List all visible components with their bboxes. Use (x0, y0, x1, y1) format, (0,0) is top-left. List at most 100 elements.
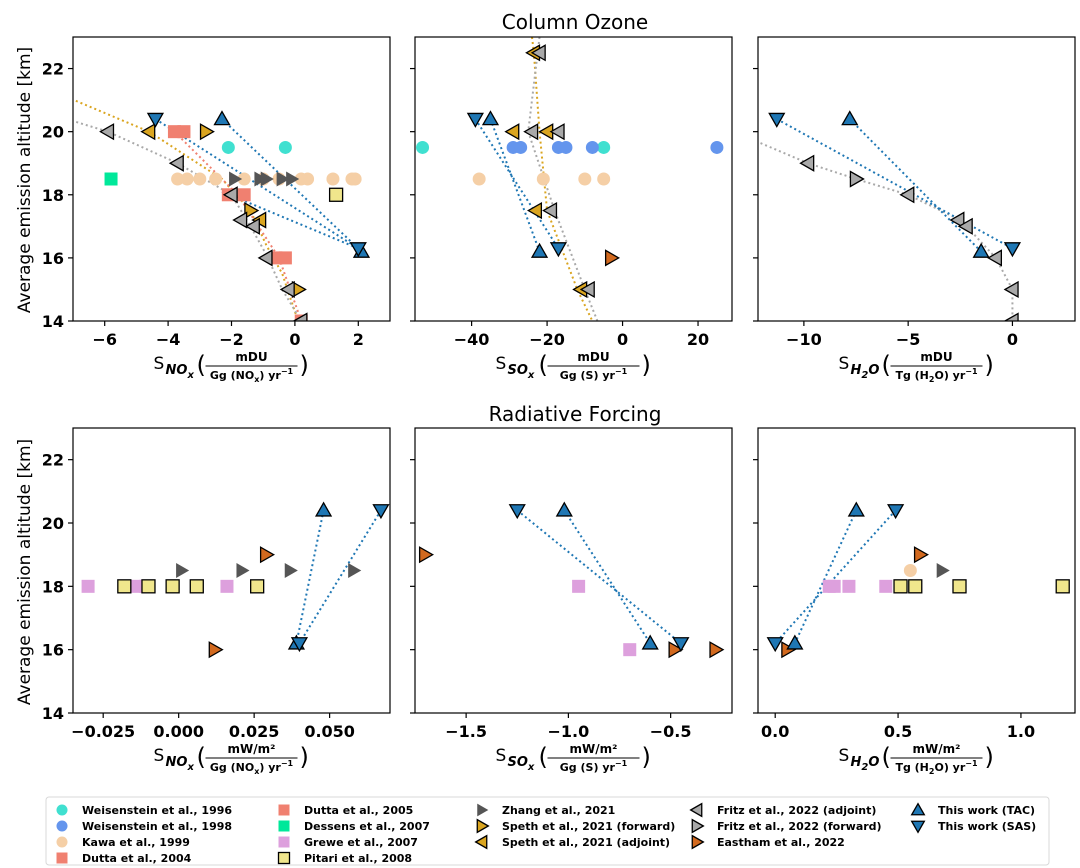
markers (766, 501, 1070, 659)
point-pitari-et-al-2008 (952, 579, 967, 594)
legend-marker (910, 820, 926, 834)
panel-1: 14 16 18 20 22 −6 −4 −2 0 2 S NOx(mDU Gg (NOx) yr−1) (42, 36, 391, 384)
xtick-label: −6 (92, 330, 117, 349)
xlabel-subscript: SOx (508, 755, 535, 773)
xtick-label: 0.0 (761, 722, 789, 741)
series-lines (474, 37, 599, 321)
axes-frame (757, 36, 1076, 322)
axes-frame (757, 427, 1076, 714)
legend-item-weisenstein-et-al-1996: Weisenstein et al., 1996 (56, 804, 232, 817)
xlabel-symbol: S (496, 746, 507, 766)
legend-label: This work (TAC) (938, 804, 1035, 817)
point-this-work-tac (555, 501, 573, 517)
xlabel-numerator: mDU (920, 350, 952, 364)
legend-item-kawa-et-al-1999: Kawa et al., 1999 (56, 836, 190, 849)
point-eastham-et-al-2022 (709, 641, 725, 659)
point-this-work-tac (314, 501, 333, 517)
xlabel-symbol: S (839, 354, 850, 374)
point-kawa-et-al-1999 (536, 172, 550, 186)
legend-marker (691, 834, 705, 850)
point-this-work-tac (786, 634, 804, 650)
point-zhang-et-al-2021 (936, 563, 950, 578)
xlabel-paren-left: ( (539, 743, 548, 771)
xlabel-paren-left: ( (197, 351, 206, 379)
point-kawa-et-al-1999 (472, 172, 486, 186)
xlabel-symbol: S (496, 354, 507, 374)
ytick-label: 14 (42, 704, 64, 723)
line-this-work-tac (295, 510, 325, 644)
point-eastham-et-al-2022 (418, 546, 435, 564)
xlabel-denominator: Gg (S) yr−1 (560, 759, 628, 774)
line-this-work-sas (474, 118, 560, 249)
point-pitari-et-al-2008 (328, 187, 344, 202)
xlabel-subscript: H2O (851, 363, 880, 381)
ytick-label: 20 (42, 123, 64, 142)
point-fritz-et-al-2022-adjoint (257, 249, 273, 267)
line-this-work-tac (563, 509, 652, 644)
xtick-label: 0 (617, 330, 628, 349)
point-zhang-et-al-2021 (260, 171, 274, 187)
xlabel: S NOx(mDU Gg (NOx) yr−1) (154, 350, 309, 384)
point-this-work-sas (508, 504, 526, 520)
legend-item-speth-et-al-2021-forward: Speth et al., 2021 (forward) (476, 818, 675, 834)
point-zhang-et-al-2021 (176, 563, 190, 578)
xlabel-paren-right: ) (300, 743, 309, 771)
point-speth-et-al-2021-forward (244, 201, 260, 220)
line-this-work-sas (516, 509, 682, 645)
point-this-work-tac (481, 110, 500, 126)
point-weisenstein-et-al-1996 (278, 140, 292, 154)
point-fritz-et-al-2022-adjoint (957, 217, 973, 235)
point-dutta-et-al-2004 (278, 251, 292, 265)
point-weisenstein-et-al-1996 (597, 140, 611, 154)
legend-item-eastham-et-al-2022: Eastham et al., 2022 (691, 834, 845, 850)
xlabel-numerator: mW/m² (913, 742, 961, 756)
legend-box (45, 796, 1050, 866)
legend-label: Dutta et al., 2005 (304, 804, 413, 817)
point-this-work-tac (213, 110, 231, 126)
point-fritz-et-al-2022-adjoint (899, 186, 915, 204)
series-lines (295, 509, 382, 644)
point-this-work-sas (549, 242, 567, 258)
line-this-work-tac (489, 118, 541, 252)
xtick-label: −10 (786, 330, 822, 349)
xlabel-paren-right: ) (985, 351, 994, 379)
legend-marker (278, 820, 290, 832)
point-kawa-et-al-1999 (903, 564, 917, 577)
radiative-forcing-title: Radiative Forcing (489, 402, 662, 426)
legend-label: Zhang et al., 2021 (502, 804, 615, 817)
xlabel-numerator: mW/m² (228, 742, 276, 756)
legend-label: Kawa et al., 1999 (82, 836, 190, 849)
point-fritz-et-al-2022-adjoint (1003, 280, 1019, 299)
point-kawa-et-al-1999 (578, 172, 592, 186)
point-pitari-et-al-2008 (250, 579, 265, 594)
legend-item-dessens-et-al-2007: Dessens et al., 2007 (278, 820, 430, 833)
line-this-work-sas (774, 509, 897, 645)
series-lines (774, 509, 897, 645)
panel-5: −1.5 −1.0 −0.5 S SOx(mW/m² Gg (S) yr−1) (410, 427, 733, 774)
legend-label: Speth et al., 2021 (forward) (502, 820, 675, 833)
legend-item-fritz-et-al-2022-forward: Fritz et al., 2022 (forward) (691, 818, 882, 834)
point-grewe-et-al-2007 (572, 579, 586, 593)
line-this-work-tac (221, 118, 363, 253)
ytick-label: 20 (42, 514, 64, 533)
point-kawa-et-al-1999 (326, 172, 340, 186)
point-grewe-et-al-2007 (842, 579, 856, 593)
legend-label: Weisenstein et al., 1998 (82, 820, 232, 833)
line-this-work-tac (849, 118, 982, 253)
point-this-work-tac (641, 634, 659, 650)
xtick-label: −4 (156, 330, 181, 349)
point-speth-et-al-2021-adjoint (526, 201, 543, 220)
point-fritz-et-al-2022-adjoint (1003, 312, 1019, 321)
line-fritz-et-al-2022-adjoint (73, 119, 303, 321)
xlabel-paren-right: ) (642, 351, 651, 379)
point-speth-et-al-2021-adjoint (504, 123, 520, 141)
ytick-label: 18 (42, 186, 64, 205)
legend-label: Fritz et al., 2022 (adjoint) (717, 804, 876, 817)
point-zhang-et-al-2021 (236, 563, 250, 578)
ytick-label: 18 (42, 577, 64, 596)
series-lines (516, 509, 682, 645)
xtick-label: −40 (454, 330, 490, 349)
xlabel-numerator: mW/m² (570, 742, 618, 756)
legend-item-weisenstein-et-al-1998: Weisenstein et al., 1998 (56, 820, 232, 833)
